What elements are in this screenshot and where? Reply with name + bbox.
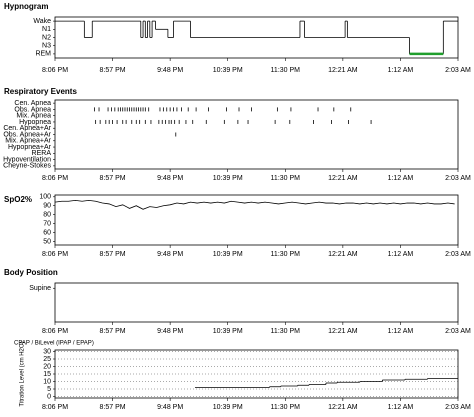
x-tick-label: 2:03 AM — [445, 328, 471, 335]
y-tick-label: 30 — [43, 348, 51, 355]
x-tick-label: 8:06 PM — [42, 251, 68, 258]
panel-title: SpO2% — [4, 195, 32, 204]
x-tick-label: 8:57 PM — [100, 67, 126, 74]
y-tick-label: Cen. Apnea — [14, 100, 51, 107]
y-tick-label: N2 — [42, 34, 51, 41]
x-tick-label: 1:12 AM — [388, 404, 414, 411]
x-tick-label: 9:48 PM — [157, 251, 183, 258]
panel-title: Respiratory Events — [4, 87, 77, 96]
x-tick-label: 8:57 PM — [100, 251, 126, 258]
x-tick-label: 1:12 AM — [388, 251, 414, 258]
x-tick-label: 9:48 PM — [157, 175, 183, 182]
x-tick-label: 2:03 AM — [445, 67, 471, 74]
y-tick-label: 70 — [43, 220, 51, 227]
x-tick-label: 1:12 AM — [388, 67, 414, 74]
y-tick-label: 25 — [43, 356, 51, 363]
x-tick-label: 8:57 PM — [100, 404, 126, 411]
x-tick-label: 12:21 AM — [328, 328, 358, 335]
y-tick-label: 20 — [43, 363, 51, 370]
y-tick-label: Wake — [33, 18, 51, 25]
y-tick-label: N1 — [42, 26, 51, 33]
x-tick-label: 8:06 PM — [42, 328, 68, 335]
y-tick-label: N3 — [42, 43, 51, 50]
panel-title: Body Position — [4, 268, 58, 277]
panel-title: Hypnogram — [4, 2, 48, 11]
panel-title: CPAP / BiLevel (IPAP / EPAP) — [14, 341, 94, 347]
x-tick-label: 8:06 PM — [42, 67, 68, 74]
x-tick-label: 12:21 AM — [328, 175, 358, 182]
y-tick-label: 15 — [43, 371, 51, 378]
x-tick-label: 11:30 PM — [271, 251, 301, 258]
x-tick-label: 10:39 PM — [213, 67, 243, 74]
x-tick-label: 9:48 PM — [157, 328, 183, 335]
spo2-line — [54, 199, 455, 210]
x-tick-label: 10:39 PM — [213, 328, 243, 335]
x-tick-label: 8:57 PM — [100, 175, 126, 182]
x-tick-label: 8:06 PM — [42, 404, 68, 411]
y-tick-label: Obs. Apnea — [14, 106, 51, 113]
x-tick-label: 11:30 PM — [271, 67, 301, 74]
x-tick-label: 12:21 AM — [328, 67, 358, 74]
x-tick-label: 10:39 PM — [213, 404, 243, 411]
y-tick-label: RERA — [32, 150, 52, 157]
y-tick-label: REM — [35, 51, 51, 58]
y-tick-label: Hypopnea+Ar — [8, 144, 52, 151]
x-tick-label: 12:21 AM — [328, 251, 358, 258]
x-tick-label: 11:30 PM — [271, 328, 301, 335]
x-tick-label: 11:30 PM — [271, 175, 301, 182]
plot-frame — [54, 194, 459, 246]
x-tick-label: 12:21 AM — [328, 404, 358, 411]
x-tick-label: 1:12 AM — [388, 175, 414, 182]
x-tick-label: 8:06 PM — [42, 175, 68, 182]
x-tick-label: 10:39 PM — [213, 251, 243, 258]
y-tick-label: 0 — [47, 393, 51, 400]
y-tick-label: 90 — [43, 203, 51, 210]
y-tick-label: Cen. Apnea+Ar — [3, 125, 51, 132]
x-tick-label: 11:30 PM — [271, 404, 301, 411]
x-tick-label: 10:39 PM — [213, 175, 243, 182]
plot-frame — [54, 282, 459, 323]
y-axis-title: Titration Level (cm H2O) — [20, 341, 26, 406]
y-tick-label: Mix. Apnea — [16, 113, 51, 120]
x-tick-label: 8:57 PM — [100, 328, 126, 335]
y-tick-label: Hypopnea — [19, 119, 51, 126]
y-tick-label: 80 — [43, 211, 51, 218]
y-tick-label: Cheyne-Stokes — [3, 163, 51, 170]
x-tick-label: 2:03 AM — [445, 404, 471, 411]
x-tick-label: 1:12 AM — [388, 328, 414, 335]
y-tick-label: 5 — [47, 386, 51, 393]
x-tick-label: 9:48 PM — [157, 404, 183, 411]
y-tick-label: 60 — [43, 229, 51, 236]
y-tick-label: Hypoventilation — [3, 156, 51, 163]
y-tick-label: 100 — [39, 194, 51, 201]
x-tick-label: 9:48 PM — [157, 67, 183, 74]
y-tick-label: Obs. Apnea+Ar — [3, 131, 51, 138]
y-tick-label: Mix. Apnea+Ar — [5, 138, 51, 145]
y-tick-label: 10 — [43, 378, 51, 385]
x-tick-label: 2:03 AM — [445, 251, 471, 258]
x-tick-label: 2:03 AM — [445, 175, 471, 182]
y-tick-label: Supine — [29, 285, 51, 292]
plot-frame — [54, 99, 459, 170]
y-tick-label: 50 — [43, 238, 51, 245]
